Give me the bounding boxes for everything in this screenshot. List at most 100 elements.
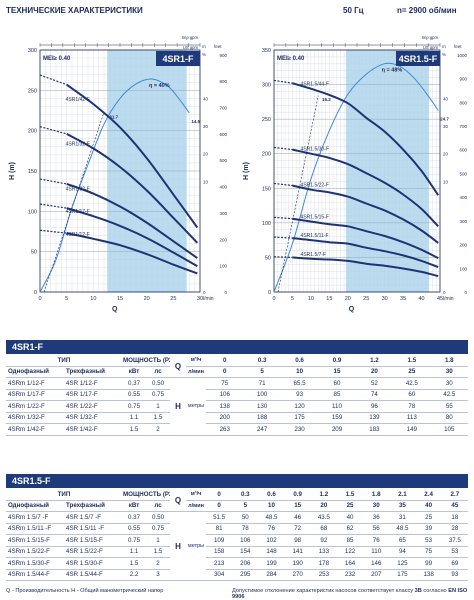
head-value: 30 [430, 377, 468, 390]
y-tick-label: 200 [262, 152, 271, 158]
efficiency-band [345, 50, 429, 292]
flow-m3h-cell: 0.6 [258, 489, 285, 501]
x-tick-label: 35 [400, 296, 406, 302]
pump-curve [292, 237, 439, 269]
head-value: 138 [415, 569, 442, 581]
pump-curve [66, 207, 198, 268]
power-hp: 1 [146, 534, 171, 547]
footer-according: согласно [423, 588, 447, 594]
right-unit-label: m [442, 44, 446, 49]
x-tick-label: 25 [170, 296, 176, 302]
feet-tick-label: 500 [459, 171, 467, 176]
flow-m3h-cell: 0.9 [318, 355, 356, 367]
pump-curve-dashed [39, 203, 67, 209]
head-value: 60 [393, 389, 431, 401]
top-unit-label: Imp gpm [422, 35, 439, 40]
flow-m3h-cell: 0 [206, 489, 233, 501]
power-kw: 0.37 [122, 377, 146, 390]
right-unit-label: feet [214, 44, 222, 49]
table-row: 4SRm 1.5/15-F 4SR 1.5/15-F 0.75 1 109 106 102 9… [6, 534, 468, 547]
head-value: 75 [206, 377, 244, 390]
x-tick-label: 30 [382, 296, 388, 302]
three-phase-model: 4SR 1/12-F [64, 377, 122, 390]
table2-title: 4SR1.5-F [6, 474, 468, 488]
pump-curve [292, 217, 439, 259]
head-value: 93 [441, 569, 468, 581]
head-value: 270 [284, 569, 311, 581]
efficiency-curve [39, 78, 190, 293]
head-value: 110 [318, 400, 356, 413]
head-value: 148 [258, 546, 285, 558]
pump-curve-label: 4SR1.5/11-F [301, 233, 329, 239]
feet-tick-label: 700 [459, 124, 467, 129]
pump-curve [292, 148, 439, 227]
flow-lmin-cell: 45 [441, 500, 468, 512]
head-value: 190 [284, 557, 311, 570]
y-tick-label: 0 [268, 290, 271, 296]
pump-curve-dashed [39, 126, 67, 135]
three-phase-model: 4SR 1/32-F [64, 412, 122, 424]
head-value: 188 [243, 412, 281, 424]
q-label: Q [170, 355, 187, 378]
three-phase-model: 4SR 1.5/44-F [64, 569, 122, 581]
flow-lmin-cell: 10 [258, 500, 285, 512]
q-label: Q [170, 489, 187, 512]
power-hp: 0.50 [146, 511, 171, 524]
head-value: 304 [206, 569, 233, 581]
h-label: H [175, 541, 181, 551]
head-value: 141 [284, 546, 311, 558]
footer-standard: EN ISO 9906 [232, 588, 468, 600]
flow-lmin-cell: 0 [206, 366, 244, 378]
single-phase-model: 4SRm 1.5/15-F [6, 534, 64, 547]
y-tick-label: 50 [265, 255, 271, 261]
head-value: 110 [363, 546, 390, 558]
pump-curve-dashed [39, 74, 67, 86]
y-tick-label: 350 [262, 48, 271, 54]
single-phase-model: 4SRm 1.5/11 -F [6, 523, 64, 535]
pump-curve-dashed [273, 146, 293, 151]
h-label-cell: H [170, 377, 187, 436]
head-value: 139 [355, 412, 394, 424]
feet-tick-label: 400 [219, 185, 227, 190]
head-value: 199 [258, 557, 285, 570]
feet-tick-label: 200 [219, 237, 227, 242]
feet-tick-label: 600 [219, 132, 227, 137]
head-value: 100 [243, 389, 281, 401]
power-hp: 0.75 [146, 523, 171, 535]
right-unit-label: m [202, 44, 206, 49]
head-value: 48.5 [258, 511, 285, 524]
head-value: 40 [336, 511, 364, 524]
pump-curve-dashed [273, 236, 293, 239]
pump-curve-label: 4SR1/32-F [66, 141, 90, 147]
head-value: 74 [355, 389, 394, 401]
single-phase-model: 4SRm 1.5/22-F [6, 546, 64, 558]
single-phase-model: 4SRm 1.5/7 -F [6, 511, 64, 524]
x-unit-label: l/min [443, 296, 454, 302]
head-value: 72 [284, 523, 311, 535]
h-label: H [175, 401, 181, 411]
single-phase-model: 4SRm 1/42-F [6, 423, 64, 436]
flow-m3h-cell: 0.6 [280, 355, 319, 367]
h-label-cell: H [170, 511, 187, 581]
flow-lmin-cell: 25 [393, 366, 431, 378]
right-unit-label: % [442, 52, 446, 57]
percent-tick-label: 20 [203, 152, 209, 157]
flow-m3h-cell: 2.1 [389, 489, 416, 501]
flow-lmin-cell: 20 [355, 366, 394, 378]
npsh-guide-line [43, 112, 105, 293]
head-value: 206 [232, 557, 259, 570]
head-value: 122 [336, 546, 364, 558]
flow-m3h-cell: 0.3 [243, 355, 281, 367]
feet-tick-label: 900 [459, 77, 467, 82]
head-value: 130 [243, 400, 281, 413]
hp-header: лс [146, 500, 171, 512]
pump-curve-dashed [39, 229, 67, 234]
page-title: ТЕХНИЧЕСКИЕ ХАРАКТЕРИСТИКИ [6, 6, 143, 15]
head-value: 60 [318, 377, 356, 390]
pump-curve-dashed [273, 182, 293, 187]
pump-curve-dashed [273, 79, 293, 84]
chart-title-badge [156, 51, 200, 66]
head-value: 93 [280, 389, 319, 401]
